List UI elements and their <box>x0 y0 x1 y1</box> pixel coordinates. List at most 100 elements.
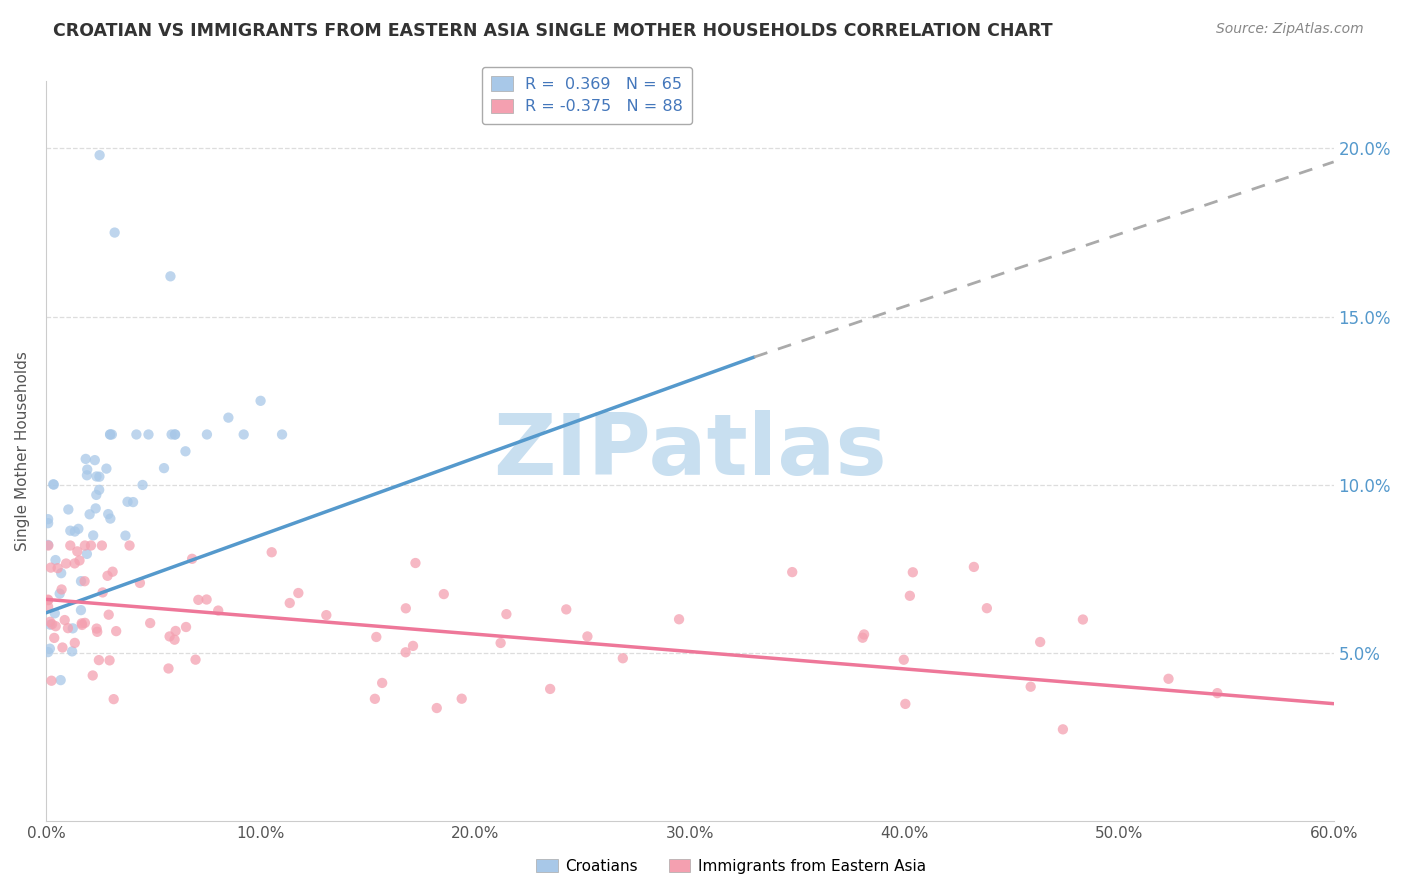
Point <box>555 602 578 616</box>
Point <box>91 585 114 599</box>
Point <box>98 653 121 667</box>
Point <box>159 269 181 284</box>
Point <box>51 582 73 597</box>
Point <box>174 620 197 634</box>
Point <box>63 636 86 650</box>
Point <box>39 617 62 632</box>
Point <box>90 539 112 553</box>
Point <box>63 557 86 571</box>
Point <box>364 691 387 706</box>
Point <box>174 444 197 458</box>
Point <box>98 427 121 442</box>
Point <box>39 560 62 574</box>
Point <box>898 589 921 603</box>
Point <box>86 469 108 483</box>
Point <box>489 636 512 650</box>
Point <box>41 673 63 688</box>
Point <box>67 522 90 536</box>
Point <box>59 539 82 553</box>
Point <box>163 632 186 647</box>
Point <box>129 576 152 591</box>
Point <box>42 477 65 491</box>
Point <box>105 624 128 639</box>
Point <box>51 566 73 581</box>
Point <box>1071 613 1094 627</box>
Point <box>53 613 76 627</box>
Point <box>232 427 254 442</box>
Point <box>207 604 229 618</box>
Point <box>780 565 803 579</box>
Point <box>576 629 599 643</box>
Point <box>69 553 91 567</box>
Point <box>76 468 98 483</box>
Point <box>76 547 98 561</box>
Point <box>893 653 915 667</box>
Point <box>278 596 301 610</box>
Y-axis label: Single Mother Households: Single Mother Households <box>15 351 30 551</box>
Point <box>104 226 127 240</box>
Point <box>1029 635 1052 649</box>
Point <box>76 462 98 476</box>
Point <box>37 593 59 607</box>
Point <box>101 565 124 579</box>
Point <box>157 661 180 675</box>
Point <box>62 621 84 635</box>
Point <box>160 427 183 442</box>
Point <box>315 608 337 623</box>
Point <box>96 569 118 583</box>
Point <box>371 676 394 690</box>
Point <box>70 616 93 631</box>
Point <box>976 601 998 615</box>
Point <box>80 539 103 553</box>
Point <box>46 561 69 575</box>
Point <box>402 639 425 653</box>
Point <box>82 668 104 682</box>
Point <box>84 501 107 516</box>
Point <box>894 697 917 711</box>
Point <box>63 524 86 539</box>
Point <box>181 551 204 566</box>
Point <box>70 618 93 632</box>
Point <box>159 629 181 643</box>
Point <box>117 495 139 509</box>
Point <box>184 653 207 667</box>
Text: ZIPatlas: ZIPatlas <box>494 409 887 492</box>
Point <box>59 524 82 538</box>
Point <box>114 528 136 542</box>
Point <box>538 681 561 696</box>
Point <box>249 393 271 408</box>
Point <box>1019 680 1042 694</box>
Point <box>82 528 104 542</box>
Point <box>39 615 62 629</box>
Legend: Croatians, Immigrants from Eastern Asia: Croatians, Immigrants from Eastern Asia <box>530 853 932 880</box>
Point <box>963 560 986 574</box>
Point <box>86 624 108 639</box>
Point <box>73 539 96 553</box>
Legend: R =  0.369   N = 65, R = -0.375   N = 88: R = 0.369 N = 65, R = -0.375 N = 88 <box>481 67 692 124</box>
Point <box>44 553 66 567</box>
Point <box>58 502 80 516</box>
Point <box>37 599 59 614</box>
Point <box>450 691 472 706</box>
Point <box>37 645 59 659</box>
Point <box>97 607 120 622</box>
Point <box>1052 723 1074 737</box>
Point <box>60 644 83 658</box>
Point <box>38 641 60 656</box>
Point <box>101 427 124 442</box>
Point <box>73 615 96 630</box>
Point <box>187 592 209 607</box>
Point <box>96 461 118 475</box>
Point <box>55 557 77 571</box>
Point <box>98 427 121 442</box>
Point <box>45 619 67 633</box>
Point <box>1157 672 1180 686</box>
Point <box>260 545 283 559</box>
Point <box>37 592 59 607</box>
Point <box>138 427 160 442</box>
Point <box>49 673 72 687</box>
Point <box>668 612 690 626</box>
Point <box>426 701 449 715</box>
Point <box>84 488 107 502</box>
Point <box>853 627 876 641</box>
